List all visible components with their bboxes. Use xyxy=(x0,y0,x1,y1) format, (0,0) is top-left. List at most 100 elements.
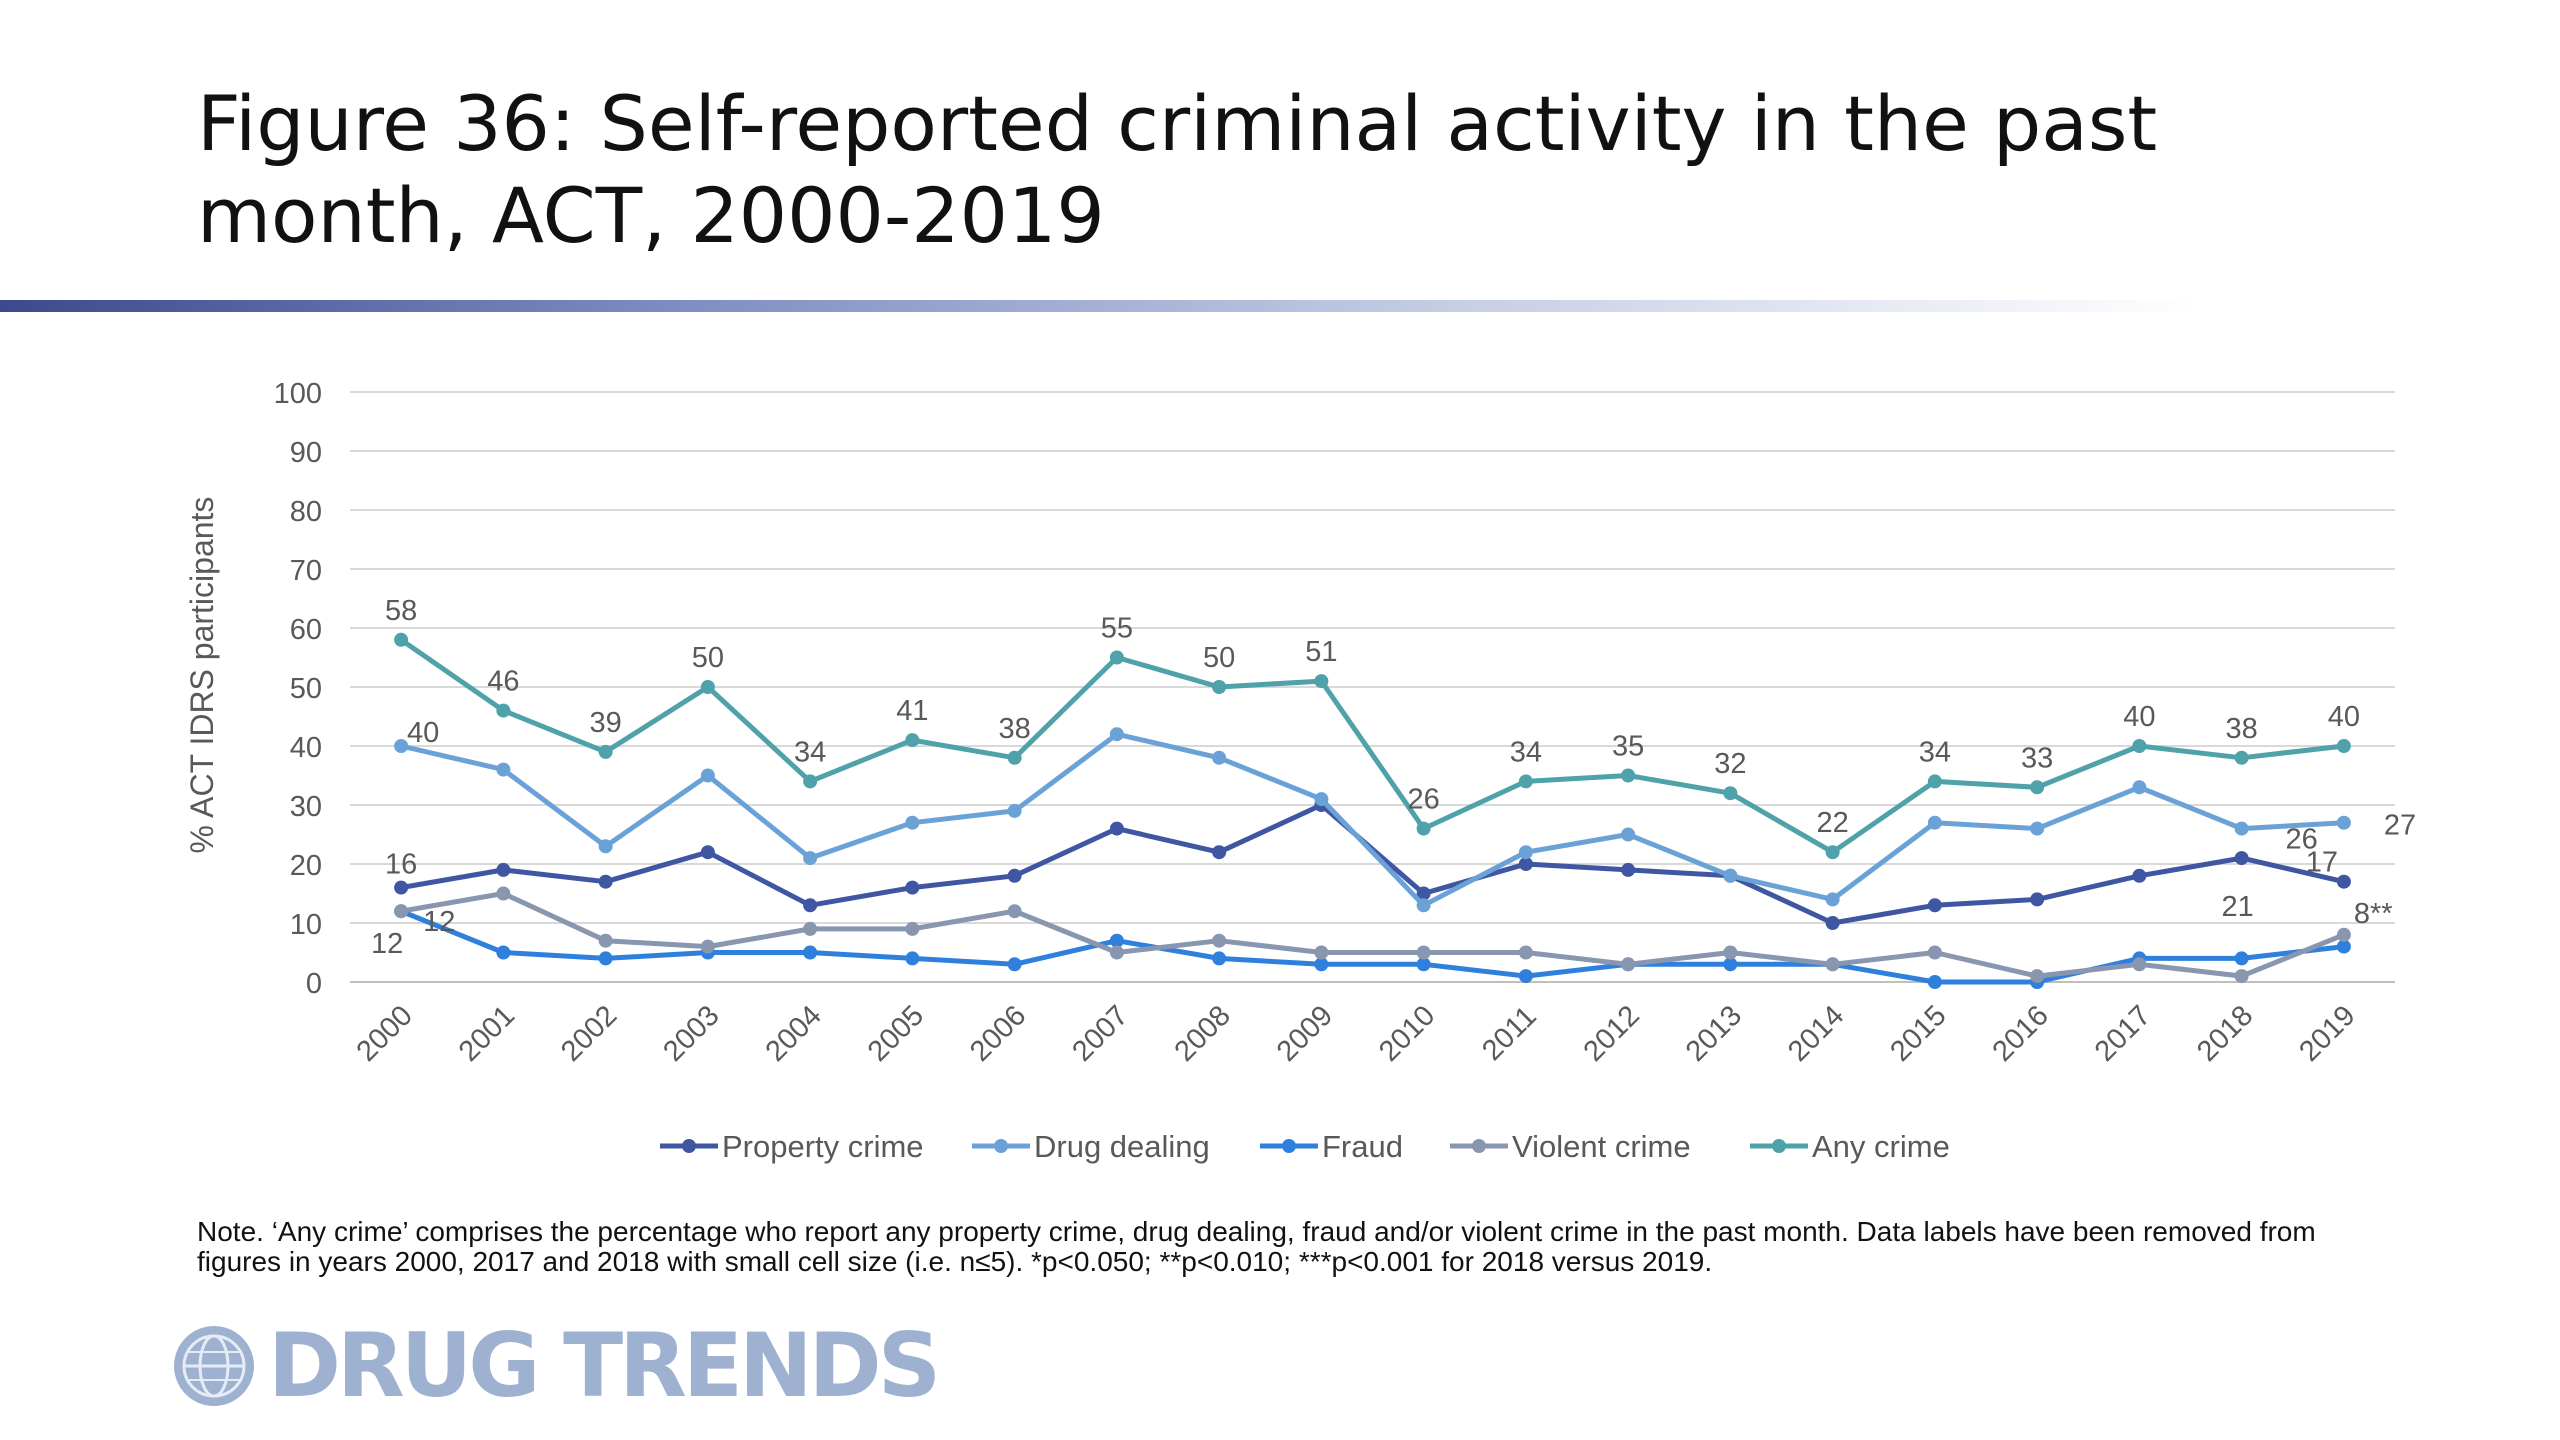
y-tick-label: 70 xyxy=(290,555,322,587)
data-label: 26 xyxy=(1407,784,1439,816)
data-point xyxy=(1621,768,1636,783)
x-axis-ticks: 2000 2001 2002 2003 2004 2005 2006 2007 2008 2009… xyxy=(351,1000,2362,1068)
data-point xyxy=(803,851,818,866)
data-point xyxy=(598,933,613,948)
data-label: 39 xyxy=(589,707,621,739)
x-tick-label: 2003 xyxy=(657,1000,725,1068)
data-label: 38 xyxy=(998,713,1030,745)
data-point xyxy=(2234,969,2249,984)
data-point xyxy=(803,921,818,936)
data-label: 41 xyxy=(896,695,928,727)
data-label: 12 xyxy=(423,906,455,938)
data-point xyxy=(1212,933,1227,948)
data-point xyxy=(2030,969,2045,984)
data-point xyxy=(496,762,511,777)
data-point xyxy=(2234,951,2249,966)
data-label: 34 xyxy=(1510,736,1542,768)
series-any xyxy=(394,632,2351,860)
data-point xyxy=(1007,750,1022,765)
x-tick-label: 2017 xyxy=(2089,1000,2157,1068)
data-point xyxy=(905,733,920,748)
y-tick-label: 40 xyxy=(290,732,322,764)
legend-swatch-marker xyxy=(1772,1139,1786,1153)
data-point xyxy=(905,815,920,830)
data-point xyxy=(1314,792,1329,807)
legend-label: Fraud xyxy=(1322,1129,1403,1164)
legend-swatch-marker xyxy=(1282,1139,1296,1153)
data-label: 12 xyxy=(371,928,403,960)
data-point xyxy=(1007,904,1022,919)
x-tick-label: 2018 xyxy=(2191,1000,2259,1068)
data-point xyxy=(598,744,613,759)
legend-item: Drug dealing xyxy=(972,1129,1210,1164)
x-tick-label: 2010 xyxy=(1373,1000,1441,1068)
data-point xyxy=(1825,845,1840,860)
y-tick-label: 20 xyxy=(290,850,322,882)
data-label: 32 xyxy=(1714,748,1746,780)
legend-item: Fraud xyxy=(1260,1129,1403,1164)
legend-item: Property crime xyxy=(660,1129,924,1164)
legend-label: Any crime xyxy=(1812,1129,1950,1164)
data-point xyxy=(1416,957,1431,972)
data-label: 22 xyxy=(1816,807,1848,839)
data-point xyxy=(1621,862,1636,877)
data-label: 34 xyxy=(1919,736,1951,768)
data-label: 26 xyxy=(2285,824,2317,856)
data-point xyxy=(1416,945,1431,960)
data-point xyxy=(496,886,511,901)
y-axis-ticks: 0 10 20 30 40 50 60 70 80 90 100 xyxy=(274,378,322,1000)
data-point xyxy=(803,945,818,960)
data-point xyxy=(1927,774,1942,789)
data-point xyxy=(905,880,920,895)
y-tick-label: 50 xyxy=(290,673,322,705)
data-point xyxy=(700,939,715,954)
y-axis-label: % ACT IDRS participants xyxy=(184,497,220,854)
x-tick-label: 2007 xyxy=(1066,1000,1134,1068)
data-label: 58 xyxy=(385,595,417,627)
data-point xyxy=(394,904,409,919)
chart-note: Note. ‘Any crime’ comprises the percenta… xyxy=(197,1216,2316,1277)
data-point xyxy=(1927,898,1942,913)
legend-item: Any crime xyxy=(1750,1129,1950,1164)
x-tick-label: 2013 xyxy=(1680,1000,1748,1068)
data-point xyxy=(598,951,613,966)
data-point xyxy=(2336,874,2351,889)
data-point xyxy=(2030,780,2045,795)
data-point xyxy=(1109,727,1124,742)
x-tick-label: 2012 xyxy=(1578,1000,1646,1068)
data-point xyxy=(2336,939,2351,954)
data-point xyxy=(1723,945,1738,960)
data-point xyxy=(1518,857,1533,871)
data-point xyxy=(496,703,511,718)
data-point xyxy=(1927,945,1942,960)
data-point xyxy=(700,680,715,694)
data-point xyxy=(1825,916,1840,930)
data-label: 33 xyxy=(2021,742,2053,774)
data-point xyxy=(1109,945,1124,960)
x-tick-label: 2002 xyxy=(555,1000,623,1068)
data-point xyxy=(1007,957,1022,972)
series-line xyxy=(399,637,2345,855)
data-point xyxy=(394,880,409,895)
data-label: 38 xyxy=(2225,713,2257,745)
data-point xyxy=(2030,892,2045,907)
legend-label: Property crime xyxy=(722,1129,924,1164)
data-point xyxy=(1518,845,1533,860)
x-tick-label: 2011 xyxy=(1476,1000,1543,1067)
data-point xyxy=(1723,868,1738,883)
legend-swatch-marker xyxy=(1472,1139,1486,1153)
y-tick-label: 100 xyxy=(274,378,322,410)
data-point xyxy=(2132,780,2147,795)
gridlines xyxy=(350,391,2395,983)
data-point xyxy=(1723,957,1738,972)
data-point xyxy=(1212,680,1227,694)
data-point xyxy=(803,774,818,789)
data-point xyxy=(2234,851,2249,866)
legend-swatch-marker xyxy=(994,1139,1008,1153)
series-line xyxy=(400,908,2345,985)
data-label: 35 xyxy=(1612,731,1644,763)
legend-label: Drug dealing xyxy=(1034,1129,1210,1164)
data-point xyxy=(700,845,715,860)
data-point xyxy=(1109,650,1124,665)
data-point xyxy=(1314,674,1329,689)
